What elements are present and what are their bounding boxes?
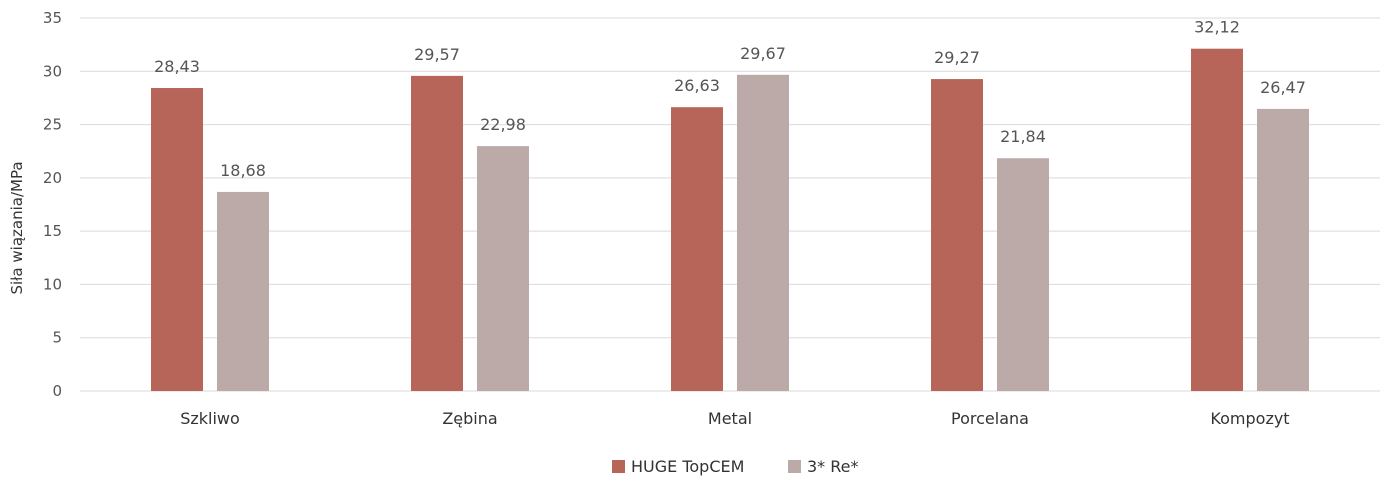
bar <box>411 75 463 391</box>
x-category-label: Metal <box>708 409 752 428</box>
legend-label: 3* Re* <box>807 457 859 476</box>
legend: HUGE TopCEM 3* Re* <box>612 457 859 476</box>
data-label: 26,47 <box>1260 78 1306 97</box>
data-label: 22,98 <box>480 115 526 134</box>
y-axis-title: Siła wiązania/MPa <box>8 161 26 294</box>
bar <box>151 88 203 391</box>
y-tick-label: 30 <box>43 62 62 80</box>
bar <box>217 191 269 391</box>
bars <box>151 48 1309 392</box>
bar <box>671 107 723 391</box>
y-tick-label: 35 <box>43 9 62 27</box>
legend-swatch <box>788 460 801 473</box>
data-label: 29,67 <box>740 44 786 63</box>
data-label: 29,57 <box>414 45 460 64</box>
gridlines <box>80 17 1380 392</box>
data-label: 32,12 <box>1194 18 1240 37</box>
x-category-label: Zębina <box>442 409 497 428</box>
data-label: 18,68 <box>220 161 266 180</box>
y-tick-label: 25 <box>43 116 62 134</box>
data-label: 26,63 <box>674 76 720 95</box>
data-label: 29,27 <box>934 48 980 67</box>
y-tick-label: 0 <box>52 382 62 400</box>
bar <box>737 74 789 391</box>
bar <box>477 146 529 391</box>
data-labels: 28,43 18,68 29,57 22,98 26,63 29,67 29,27 21,84… <box>154 18 1306 180</box>
y-axis-ticks: 0 5 10 15 20 25 30 35 <box>43 9 62 400</box>
y-tick-label: 10 <box>43 275 62 293</box>
bar <box>1257 108 1309 391</box>
data-label: 21,84 <box>1000 127 1046 146</box>
x-axis-categories: Szkliwo Zębina Metal Porcelana Kompozyt <box>180 409 1289 428</box>
bar <box>997 158 1049 391</box>
x-category-label: Kompozyt <box>1210 409 1289 428</box>
legend-label: HUGE TopCEM <box>631 457 744 476</box>
y-tick-label: 20 <box>43 169 62 187</box>
bar <box>931 79 983 391</box>
y-tick-label: 5 <box>52 329 62 347</box>
x-category-label: Porcelana <box>951 409 1029 428</box>
y-tick-label: 15 <box>43 222 62 240</box>
data-label: 28,43 <box>154 57 200 76</box>
x-category-label: Szkliwo <box>180 409 240 428</box>
bar <box>1191 48 1243 392</box>
legend-swatch <box>612 460 625 473</box>
